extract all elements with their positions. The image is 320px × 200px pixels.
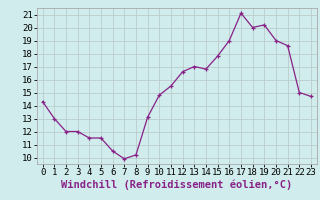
X-axis label: Windchill (Refroidissement éolien,°C): Windchill (Refroidissement éolien,°C)	[61, 180, 292, 190]
